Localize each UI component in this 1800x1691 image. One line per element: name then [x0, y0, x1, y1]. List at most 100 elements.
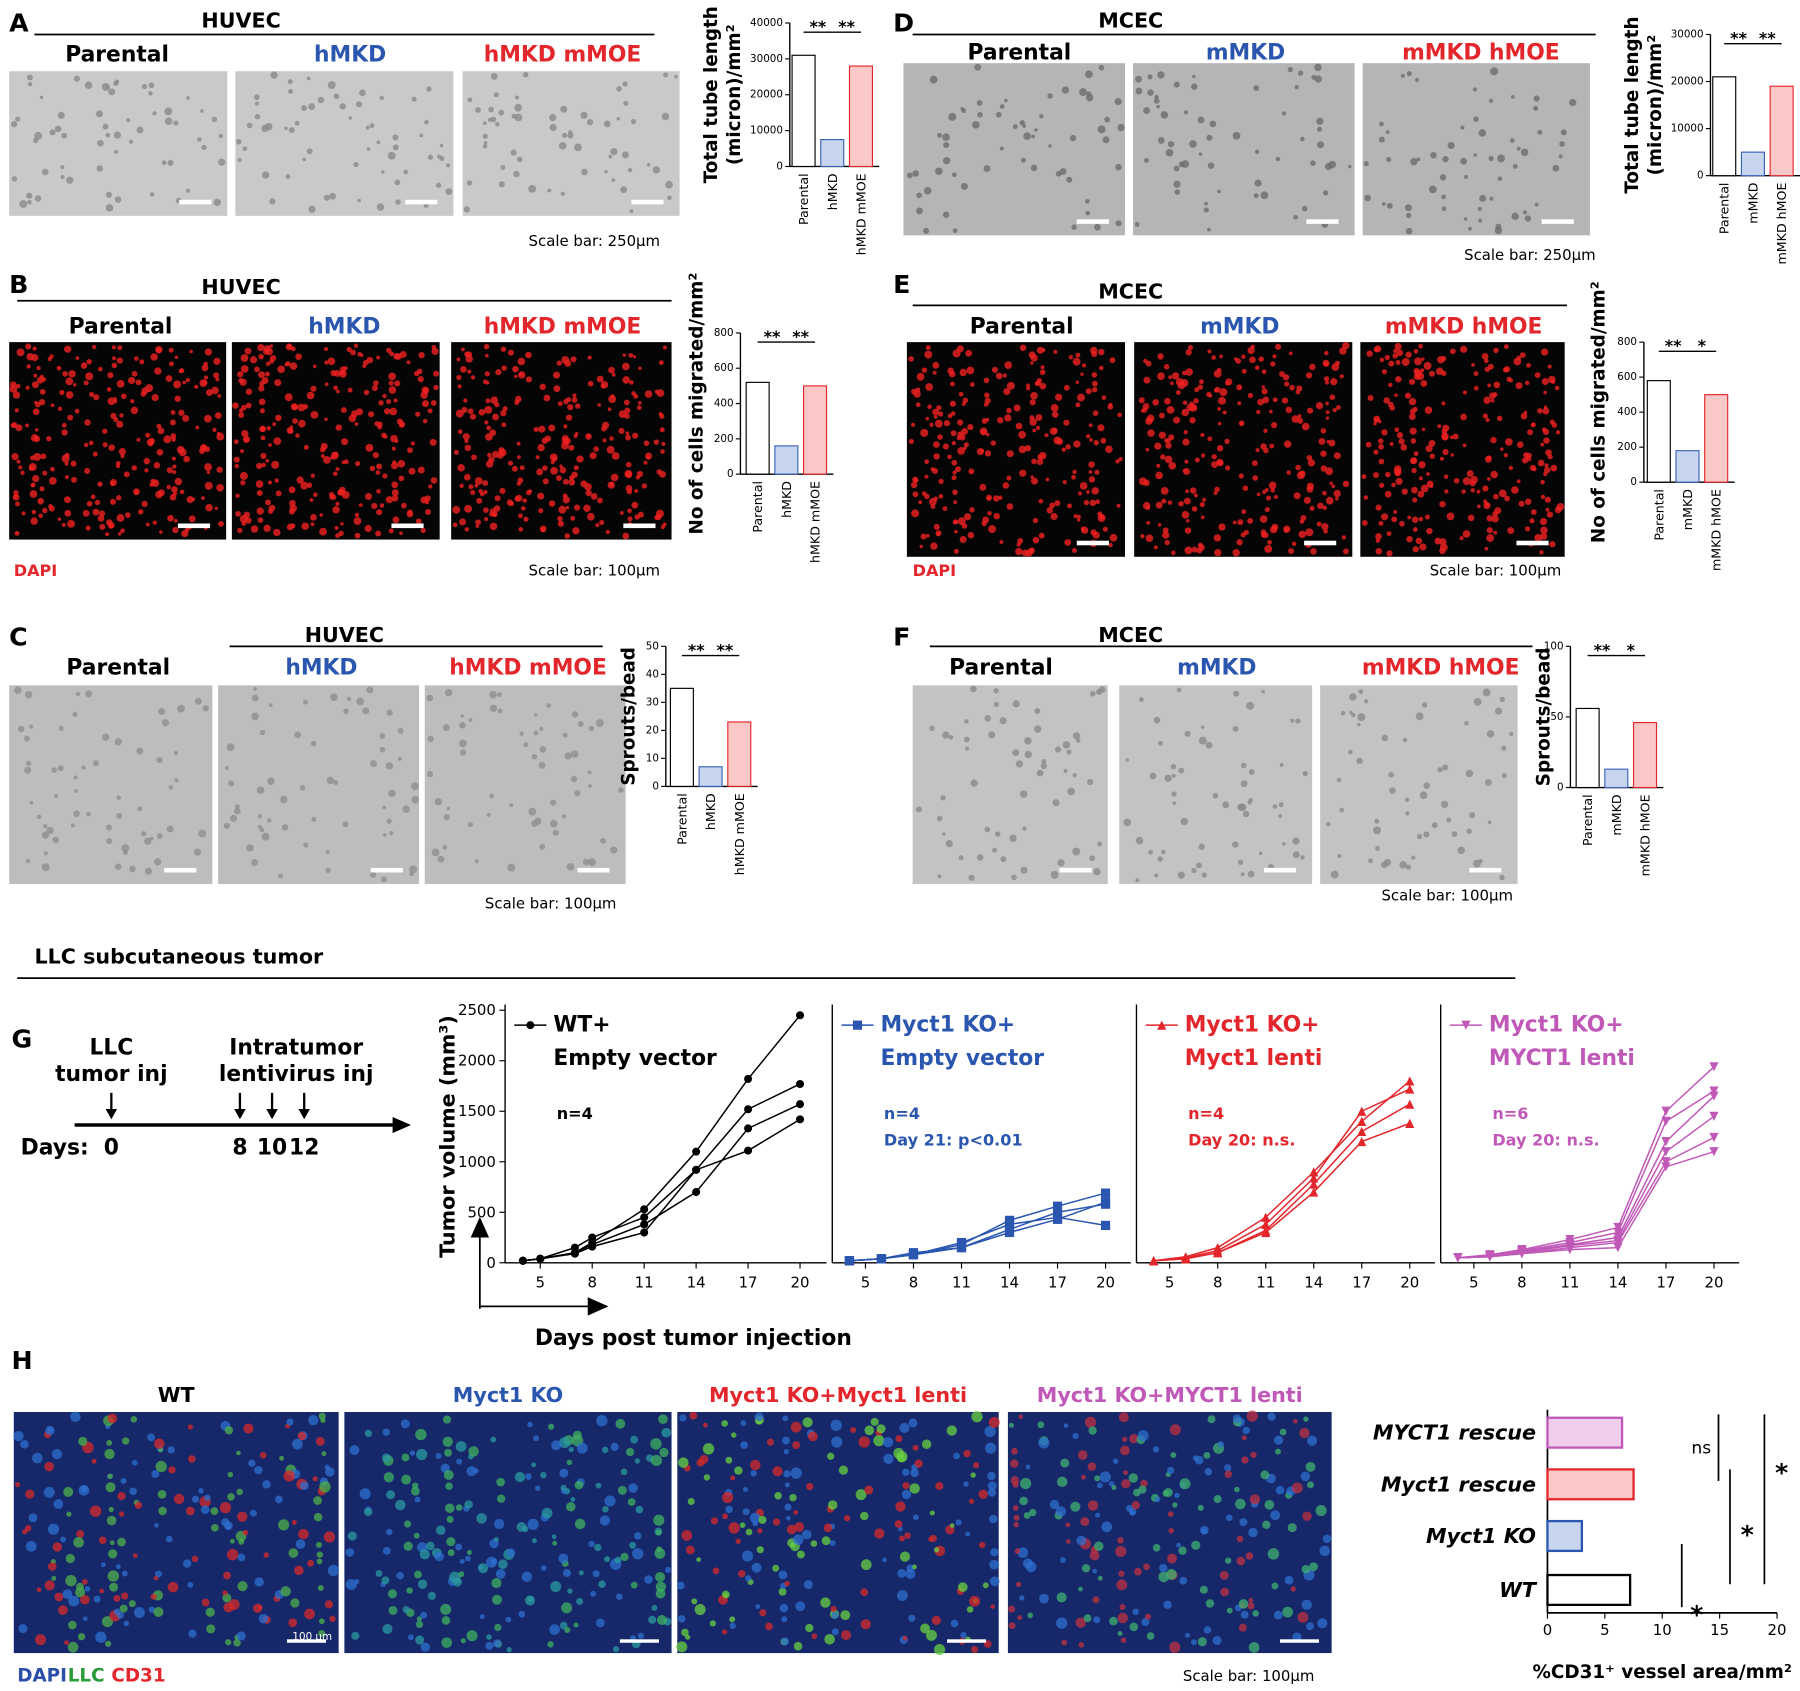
cell-dot: [1233, 357, 1238, 361]
marker: [588, 1242, 597, 1251]
cell-dot: [492, 1594, 502, 1605]
cell-dot: [1197, 1637, 1207, 1647]
cell-dot: [1055, 393, 1063, 401]
image-title: WT: [158, 1383, 195, 1407]
cell-dot: [1088, 470, 1093, 474]
cell-dot: [1116, 1579, 1128, 1591]
cell-dot: [464, 1500, 473, 1509]
cell-dot: [608, 154, 613, 159]
cell-dot: [807, 1431, 818, 1442]
cell-dot: [637, 401, 642, 405]
cell-dot: [1490, 436, 1497, 444]
cell-dot: [513, 170, 520, 178]
cell-dot: [1442, 434, 1449, 441]
cell-dot: [281, 824, 289, 831]
n-label: n=4: [884, 1104, 920, 1123]
cell-dot: [467, 369, 472, 374]
cell-dot: [514, 113, 523, 122]
cell-dot: [24, 766, 32, 774]
micrograph: [906, 342, 1125, 557]
cell-dot: [478, 408, 486, 416]
cell-dot: [1023, 132, 1031, 140]
cell-dot: [745, 1528, 753, 1536]
cell-dot: [1375, 504, 1382, 511]
cell-dot: [312, 364, 317, 369]
cell-dot: [696, 1557, 701, 1562]
cell-dot: [1374, 818, 1380, 824]
cell-dot: [1363, 161, 1369, 167]
cell-dot: [553, 371, 561, 379]
cell-dot: [1062, 741, 1071, 749]
cell-dot: [527, 1518, 539, 1530]
cell-dot: [1030, 164, 1038, 172]
cell-dot: [157, 1489, 167, 1499]
marker: [1661, 1147, 1671, 1157]
cell-dot: [155, 347, 162, 354]
marker: [1709, 1147, 1719, 1157]
cell-dot: [411, 1486, 420, 1496]
cell-dot: [938, 478, 944, 484]
cell-dot: [652, 166, 661, 174]
cell-dot: [932, 361, 940, 369]
cell-dot: [306, 482, 313, 488]
cell-dot: [1085, 94, 1094, 102]
cell-dot: [238, 1538, 245, 1545]
cell-dot: [150, 1593, 157, 1600]
cell-dot: [434, 797, 443, 806]
cell-dot: [258, 385, 265, 392]
cell-dot: [794, 1522, 805, 1532]
cell-dot: [910, 1468, 919, 1478]
cell-dot: [437, 855, 445, 863]
cell-dot: [1035, 414, 1043, 422]
condition-label: mMKD: [1177, 656, 1256, 681]
cell-dot: [325, 867, 331, 873]
section-title: LLC subcutaneous tumor: [34, 944, 324, 968]
cell-dot: [1018, 430, 1026, 439]
cell-dot: [638, 366, 642, 370]
cell-dot: [959, 368, 967, 377]
cell-dot: [288, 1548, 299, 1558]
cell-dot: [1381, 202, 1386, 206]
cell-dot: [1411, 467, 1417, 474]
cell-dot: [548, 500, 556, 507]
cell-dot: [1170, 381, 1174, 386]
cell-dot: [1185, 489, 1189, 494]
cell-dot: [225, 1524, 231, 1530]
stain-label: LLC: [68, 1666, 105, 1687]
cell-dot: [115, 1564, 121, 1570]
cell-dot: [1388, 382, 1393, 388]
cell-dot: [343, 366, 348, 371]
cell-dot: [1258, 356, 1264, 362]
cell-dot: [641, 483, 647, 489]
cell-dot: [274, 478, 279, 483]
y-tick-label: 0: [727, 468, 734, 480]
x-tick-label: 8: [1213, 1273, 1222, 1291]
cell-dot: [113, 80, 119, 87]
marker: [1261, 1219, 1271, 1229]
line: [849, 1203, 1106, 1262]
cell-dot: [1008, 1622, 1016, 1630]
cell-dot: [114, 196, 122, 203]
cell-dot: [910, 481, 918, 489]
cell-dot: [1393, 348, 1398, 353]
cell-dot: [1467, 514, 1475, 522]
x-tick-label: 8: [587, 1273, 596, 1291]
cell-dot: [141, 500, 148, 507]
cell-dot: [953, 500, 958, 505]
cell-dot: [1269, 526, 1278, 534]
cell-dot: [289, 425, 294, 429]
cell-dot: [1156, 104, 1160, 109]
cell-dot: [81, 765, 86, 770]
cell-dot: [116, 795, 121, 800]
cell-dot: [1400, 73, 1405, 78]
cell-dot: [30, 482, 36, 488]
marker: [640, 1228, 649, 1237]
cell-dot: [1303, 496, 1311, 504]
cell-dot: [320, 442, 328, 450]
cell-dot: [14, 408, 19, 413]
cell-dot: [38, 398, 46, 406]
cell-dot: [947, 367, 955, 375]
cell-dot: [602, 438, 607, 443]
cell-dot: [484, 405, 493, 414]
cell-dot: [1040, 762, 1047, 770]
